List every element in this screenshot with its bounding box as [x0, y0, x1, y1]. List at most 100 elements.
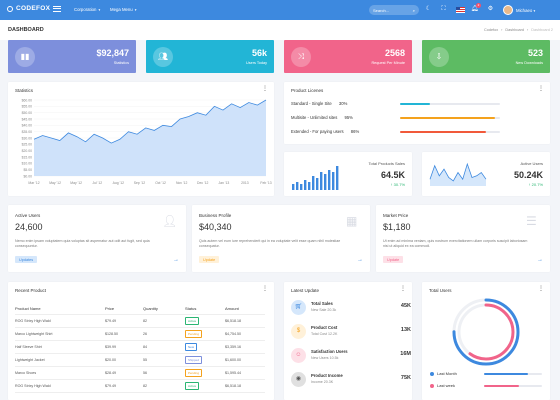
column-header[interactable]: Quantity	[143, 303, 185, 315]
chevron-down-icon: ▾	[533, 8, 536, 13]
chevron-down-icon: ▾	[134, 7, 137, 12]
table-cell: $20.00	[105, 353, 143, 367]
column-header[interactable]: Product Name	[15, 303, 105, 315]
license-label: Extended - For paying users	[291, 129, 344, 134]
notification-badge: 2	[476, 3, 481, 8]
license-percent: 30%	[338, 101, 348, 106]
progress-fill	[400, 103, 430, 105]
breadcrumb-item[interactable]: Codefox	[483, 28, 499, 32]
x-tick-label: Feb '13	[260, 181, 271, 185]
status-badge: Active	[185, 381, 200, 390]
list-item[interactable]: $ Product Cost Total Cost 12.2K 13K	[291, 322, 411, 346]
breadcrumb: Codefox › Dashboard › Dashboard 2	[484, 28, 553, 32]
update-amount: 45K	[400, 303, 411, 309]
search-input[interactable]: Search... ⌕	[369, 5, 419, 15]
hamburger-menu-icon[interactable]	[53, 5, 61, 13]
user-menu[interactable]: Michaeo ▾	[516, 8, 535, 13]
table-cell: ROG Strixy High Wald	[15, 379, 105, 393]
table-cell: $128.50	[105, 327, 143, 341]
page-title: DASHBOARD	[8, 27, 44, 33]
table-cell: $1,600.00	[225, 353, 265, 367]
arrow-right-icon[interactable]: →	[537, 257, 543, 263]
legend-last-month: Last Month	[430, 371, 457, 376]
avatar[interactable]	[503, 5, 513, 15]
card-title: Active Users	[520, 161, 543, 166]
status-badge: Pending	[185, 368, 203, 377]
bar	[336, 166, 339, 190]
moon-icon[interactable]: ☾	[425, 6, 432, 12]
update-sub: New Users 10.5k	[311, 356, 339, 360]
menu-corporation[interactable]: Corporation ▾	[74, 7, 100, 12]
stat-card-downloads[interactable]: ⇩ 523 New Downloads	[422, 40, 550, 73]
arrow-right-icon[interactable]: →	[357, 257, 363, 263]
table-row[interactable]: Half Sleeve Shirt $39.99 84 New $3,359.16	[15, 340, 265, 354]
stat-value: 523	[527, 48, 543, 58]
active-users-change: ↑ 20.7%	[528, 182, 543, 187]
column-header[interactable]: Amount	[225, 303, 265, 315]
table-row[interactable]: ROG Strixy High Wald $79.49 82 Active $6,518…	[15, 314, 265, 328]
stat-value: 2568	[384, 48, 405, 58]
stat-card-requests[interactable]: ⤨ 2568 Request Per Minute	[284, 40, 412, 73]
bar	[308, 182, 311, 190]
list-item[interactable]: ☺ Satisfaction Users New Users 10.5k 16M	[291, 346, 411, 370]
more-vertical-icon[interactable]: ⋮	[538, 286, 544, 292]
us-flag-icon[interactable]	[456, 7, 465, 13]
table-row[interactable]: ROG Strixy High Wald $79.49 82 Active $6,518…	[15, 379, 265, 393]
logo-icon	[7, 5, 13, 12]
y-tick-label: $35.00	[22, 130, 32, 134]
bell-icon[interactable]: 🔔︎ 2	[470, 3, 481, 12]
breadcrumb-item-active: Dashboard 2	[531, 28, 553, 32]
table-row[interactable]: Lightweight Jacket $20.00 55 Shipped $1,600.…	[15, 353, 265, 367]
bar	[332, 172, 335, 190]
list-item[interactable]: 🛒︎ Total Sales New Sale 20.3k 45K	[291, 298, 411, 322]
brand-logo[interactable]: CODEFOX	[7, 5, 50, 12]
legend-label: Last Month	[437, 371, 457, 376]
stat-value: 56k	[251, 48, 267, 58]
table-cell: Marco Shoes	[15, 366, 105, 380]
stat-label: Statistics	[113, 61, 129, 65]
table-cell: Marco Lightweight Shirt	[15, 327, 105, 341]
statistics-card: Statistics ⋮ $0.00 $5.00 $10.00 $15.00 $20.0…	[8, 82, 274, 196]
table-row[interactable]: Marco Shoes $28.49 56 Pending $1,595.44	[15, 366, 265, 380]
list-item[interactable]: ◉ Product Income Income 20.3K 75K	[291, 370, 411, 394]
table-cell: Pending	[185, 327, 225, 341]
info-badge[interactable]: Update	[383, 256, 404, 263]
menu-mega-menu[interactable]: Mega Menu ▾	[110, 7, 136, 12]
bar	[320, 172, 323, 190]
info-badge[interactable]: Updates	[15, 256, 38, 263]
license-percent: 86%	[350, 129, 360, 134]
gear-icon[interactable]: ⚙	[487, 6, 494, 12]
column-header[interactable]: Price	[105, 303, 143, 315]
column-header[interactable]: Status	[185, 303, 225, 315]
page-header: DASHBOARD Codefox › Dashboard › Dashboard …	[0, 20, 560, 40]
info-title: Market Price	[383, 213, 409, 218]
table-cell: 56	[143, 366, 185, 380]
series-line	[33, 99, 267, 144]
more-vertical-icon[interactable]: ⋮	[262, 286, 268, 292]
info-badge[interactable]: Update	[199, 256, 220, 263]
more-vertical-icon[interactable]: ⋮	[400, 286, 406, 292]
y-tick-label: $5.00	[24, 168, 33, 172]
chevron-down-icon: ▾	[98, 7, 101, 12]
stat-card-statistics[interactable]: ▮▮ $92,847 Statistics	[8, 40, 136, 73]
arrow-right-icon[interactable]: →	[173, 257, 179, 263]
table-cell: Active	[185, 379, 225, 393]
last-week-progress	[484, 385, 542, 387]
update-amount: 75K	[400, 375, 411, 381]
breadcrumb-item[interactable]: Dashboard	[505, 28, 524, 32]
building-icon: ▦	[346, 214, 358, 228]
info-card-market-price: Market Price ☰ $1,180 Ut enim ad minima …	[376, 205, 550, 272]
more-vertical-icon[interactable]: ⋮	[262, 86, 268, 92]
table-row[interactable]: Marco Lightweight Shirt $128.50 26 Pending $…	[15, 327, 265, 341]
shuffle-icon: ⤨	[291, 47, 311, 67]
bar	[300, 184, 303, 190]
fullscreen-icon[interactable]: ⛶	[441, 6, 446, 12]
y-tick-label: $10.00	[22, 162, 32, 166]
more-vertical-icon[interactable]: ⋮	[538, 86, 544, 92]
table-cell: 82	[143, 379, 185, 393]
card-title: Product Licenes	[291, 88, 324, 93]
progress-fill	[484, 373, 528, 375]
table-cell: $39.99	[105, 340, 143, 354]
info-title: Active Users	[15, 213, 41, 218]
stat-card-users-today[interactable]: 👥︎ 56k Users Today	[146, 40, 274, 73]
